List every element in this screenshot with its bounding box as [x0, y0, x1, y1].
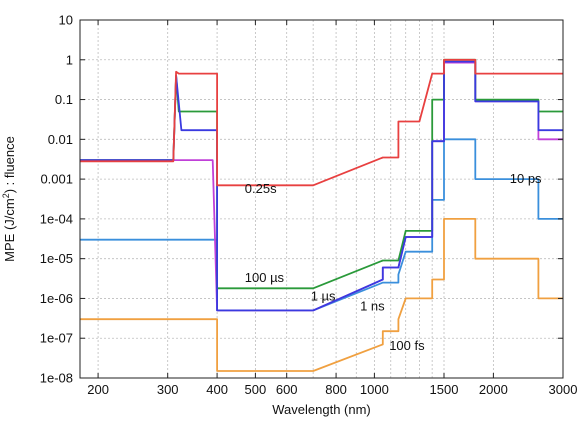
y-tick-label: 0.1 [55, 92, 73, 107]
series-line-3 [80, 58, 563, 290]
y-axis-title: MPE (J/cm2) : fluence [1, 136, 17, 262]
series-group [80, 58, 563, 372]
x-axis-title: Wavelength (nm) [272, 402, 371, 417]
x-tick-label: 200 [87, 382, 109, 397]
series-line-0 [80, 217, 563, 372]
grid [80, 20, 563, 378]
series-annotation: 0.25s [245, 181, 277, 196]
y-tick-label: 1e-05 [40, 251, 73, 266]
y-tick-label: 1e-04 [40, 211, 73, 226]
x-tick-label: 3000 [549, 382, 578, 397]
x-tick-label: 800 [325, 382, 347, 397]
y-axis-title-suffix: ) : fluence [2, 136, 17, 193]
series-annotation: 1 ns [360, 298, 385, 313]
tick-group: 200 300 400 500 600 800 1000 1500 2000 3000 10 1 0.1… [40, 13, 578, 398]
x-tick-label: 1500 [430, 382, 459, 397]
y-tick-label: 1e-07 [40, 331, 73, 346]
y-axis-title-prefix: MPE (J/cm [2, 198, 17, 262]
x-tick-label: 1000 [360, 382, 389, 397]
y-tick-label: 10 [59, 13, 73, 28]
x-tick-label: 300 [157, 382, 179, 397]
annotation-group: 0.25s 100 µs 1 µs 1 ns 100 fs 10 ps [245, 171, 542, 353]
y-axis-title-sup: 2 [1, 193, 11, 198]
series-annotation: 100 µs [245, 270, 285, 285]
series-line-5 [80, 58, 563, 187]
series-annotation: 10 ps [510, 171, 542, 186]
x-tick-label: 600 [276, 382, 298, 397]
y-tick-label: 1e-06 [40, 291, 73, 306]
plot-frame [79, 19, 564, 379]
y-tick-label: 0.01 [48, 132, 73, 147]
y-tick-label: 1 [66, 52, 73, 67]
series-annotation: 100 fs [389, 338, 425, 353]
x-tick-label: 2000 [479, 382, 508, 397]
y-tick-label: 1e-08 [40, 371, 73, 386]
x-tick-label: 500 [245, 382, 267, 397]
series-annotation: 1 µs [311, 288, 336, 303]
series-line-4 [80, 60, 563, 312]
x-tick-label: 400 [206, 382, 228, 397]
y-tick-label: 0.001 [40, 172, 73, 187]
